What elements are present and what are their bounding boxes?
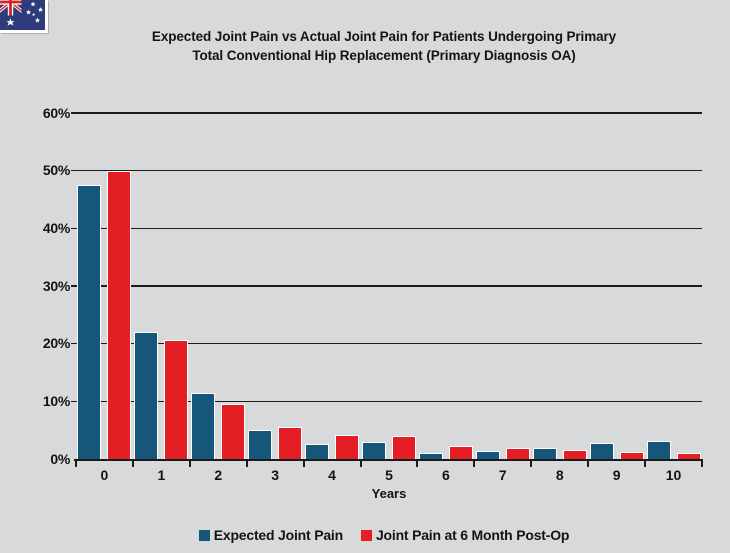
x-tick-9: [587, 458, 590, 467]
plot-area: [76, 113, 702, 459]
bar-joint-pain-at-6-month-post-op-year-1: [164, 339, 189, 459]
y-tick-label-50: 50%: [42, 162, 70, 179]
bar-expected-joint-pain-year-1: [134, 332, 159, 459]
x-tick-label-7: 7: [498, 467, 507, 483]
x-tick-label-2: 2: [214, 467, 223, 483]
australia-flag-svg: [0, 0, 45, 30]
y-tick-label-10: 10%: [42, 392, 70, 409]
bar-joint-pain-at-6-month-post-op-year-0: [107, 170, 132, 459]
bar-expected-joint-pain-year-2: [191, 392, 216, 459]
bar-expected-joint-pain-year-4: [305, 444, 330, 459]
bar-joint-pain-at-6-month-post-op-year-5: [391, 435, 416, 459]
bar-expected-joint-pain-year-7: [475, 450, 500, 459]
bar-expected-joint-pain-year-8: [532, 448, 557, 459]
x-tick-3: [245, 458, 248, 467]
x-tick-4: [302, 458, 305, 467]
gridline-20: [71, 342, 702, 345]
bar-group-year-6: [417, 113, 474, 459]
x-tick-0: [75, 458, 77, 467]
gridline-30: [71, 285, 702, 287]
y-tick-label-0: 0%: [50, 450, 70, 467]
bar-group-year-2: [190, 113, 247, 459]
bar-group-year-5: [361, 113, 418, 459]
x-tick-10: [644, 458, 647, 467]
bar-joint-pain-at-6-month-post-op-year-8: [562, 449, 587, 459]
bar-expected-joint-pain-year-6: [418, 453, 443, 459]
bar-group-year-9: [588, 113, 645, 459]
x-tick-label-10: 10: [665, 467, 682, 483]
x-axis-line: [74, 458, 702, 461]
x-tick-label-5: 5: [385, 467, 393, 483]
bar-joint-pain-at-6-month-post-op-year-9: [619, 451, 644, 459]
bar-expected-joint-pain-year-0: [77, 185, 102, 459]
x-tick-label-8: 8: [555, 467, 564, 483]
gridline-50: [71, 169, 702, 172]
y-tick-label-40: 40%: [42, 219, 70, 236]
legend-swatch-joint-pain-at-6-month-post-op: [360, 529, 372, 541]
legend-label-joint-pain-at-6-month-post-op: Joint Pain at 6 Month Post-Op: [375, 527, 570, 543]
legend-item-expected-joint-pain: Expected Joint Pain: [198, 527, 343, 543]
bar-group-year-3: [247, 113, 304, 459]
x-tick-label-0: 0: [100, 467, 109, 483]
x-tick-6: [416, 458, 419, 467]
legend-item-joint-pain-at-6-month-post-op: Joint Pain at 6 Month Post-Op: [360, 527, 570, 543]
legend-label-expected-joint-pain: Expected Joint Pain: [213, 527, 343, 543]
y-tick-label-60: 60%: [42, 104, 70, 121]
y-tick-label-20: 20%: [42, 335, 70, 352]
bar-group-year-10: [645, 113, 702, 459]
bar-expected-joint-pain-year-10: [646, 440, 671, 459]
bar-joint-pain-at-6-month-post-op-year-3: [278, 426, 303, 459]
bar-group-year-8: [531, 113, 588, 459]
chart-title-line1: Expected Joint Pain vs Actual Joint Pain…: [151, 29, 617, 44]
x-tick-5: [359, 458, 362, 467]
x-tick-label-3: 3: [271, 467, 280, 483]
x-tick-7: [473, 458, 476, 467]
x-axis-title: Years: [371, 486, 407, 501]
bar-expected-joint-pain-year-5: [361, 442, 386, 459]
bar-group-year-0: [76, 113, 133, 459]
x-tick-label-1: 1: [157, 467, 166, 483]
x-tick-11: [701, 458, 703, 467]
bar-expected-joint-pain-year-3: [248, 429, 273, 459]
bar-group-year-1: [133, 113, 190, 459]
chart-title: Expected Joint Pain vs Actual Joint Pain…: [48, 27, 720, 65]
y-tick-label-30: 30%: [42, 277, 70, 294]
legend-swatch-expected-joint-pain: [198, 529, 210, 541]
bar-group-year-7: [474, 113, 531, 459]
bar-joint-pain-at-6-month-post-op-year-2: [221, 404, 246, 459]
bar-expected-joint-pain-year-9: [589, 443, 614, 459]
x-tick-2: [188, 458, 191, 467]
legend: Expected Joint Pain Joint Pain at 6 Month…: [48, 527, 720, 543]
gridline-10: [71, 400, 702, 403]
chart-title-line2: Total Conventional Hip Replacement (Prim…: [192, 48, 576, 63]
x-tick-label-6: 6: [442, 467, 450, 483]
x-tick-label-4: 4: [328, 467, 336, 483]
bar-joint-pain-at-6-month-post-op-year-10: [676, 452, 701, 459]
gridline-40: [71, 227, 702, 230]
bar-joint-pain-at-6-month-post-op-year-4: [335, 435, 360, 459]
bar-joint-pain-at-6-month-post-op-year-6: [448, 446, 473, 459]
x-tick-label-9: 9: [612, 467, 621, 483]
x-tick-1: [131, 458, 134, 467]
gridline-60: [71, 112, 702, 114]
x-tick-8: [530, 458, 533, 467]
australia-flag-icon: [0, 0, 48, 33]
bar-joint-pain-at-6-month-post-op-year-7: [505, 448, 530, 459]
bar-group-year-4: [304, 113, 361, 459]
